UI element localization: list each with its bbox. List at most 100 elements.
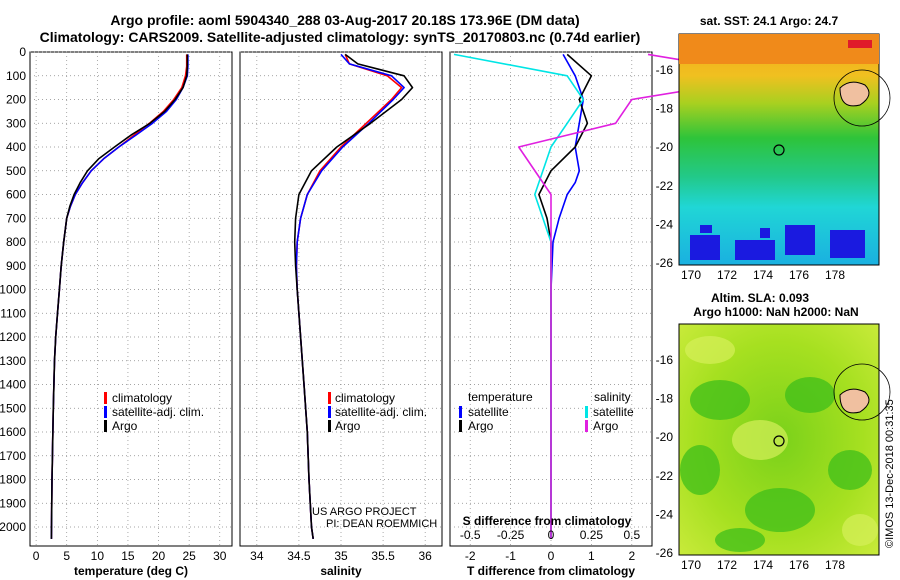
- x-tick-label: 15: [121, 549, 135, 563]
- x-tick-label: 0: [548, 549, 555, 563]
- y-tick-label: 1600: [0, 425, 26, 439]
- grid: [30, 51, 652, 546]
- profile-series: [50, 53, 779, 540]
- y-tick-label: 1000: [0, 283, 26, 297]
- y-tick-label: 200: [6, 93, 26, 107]
- legend-mark-argo: [328, 420, 331, 432]
- y-tick-label: 1500: [0, 401, 26, 415]
- y-tick-label: 800: [6, 235, 26, 249]
- pressure-axis: 0 100 200 300 400 500 600 700 800 900 1000 1100 1200…: [0, 45, 26, 534]
- legend-mark-satellite: [328, 406, 331, 418]
- s-tick-label: 0: [548, 528, 555, 542]
- map-x-tick-label: 178: [825, 558, 845, 572]
- y-tick-label: 100: [6, 69, 26, 83]
- coast-ring: [833, 363, 891, 421]
- x-tick-label: 30: [213, 549, 227, 563]
- legend-label-satellite: satellite-adj. clim.: [335, 405, 427, 419]
- legend-mark-climatology: [104, 392, 107, 404]
- x-tick-label: 35: [334, 549, 348, 563]
- x-tick-label: 34.5: [287, 549, 311, 563]
- legend-mark-climatology: [328, 392, 331, 404]
- map-y-tick-label: -18: [656, 392, 674, 406]
- sst-map-title: sat. SST: 24.1 Argo: 24.7: [700, 14, 839, 28]
- x-tick-label: -2: [465, 549, 476, 563]
- map-y-tick-label: -24: [656, 217, 674, 231]
- s-tick-label: 0.5: [623, 528, 640, 542]
- series-argo: [293, 53, 414, 540]
- legend-title-salinity: salinity: [594, 390, 631, 404]
- map-x-tick-label: 176: [789, 268, 809, 282]
- salinity-legend: climatology satellite-adj. clim. Argo US…: [312, 391, 437, 530]
- s-tick-label: -0.5: [460, 528, 481, 542]
- credit-text: ©IMOS 13-Dec-2018 00:31:35: [884, 399, 896, 548]
- series-salinity-satellite: [453, 53, 585, 539]
- map-y-tick-label: -26: [656, 546, 674, 560]
- temperature-xlabel: temperature (deg C): [74, 564, 188, 578]
- map-y-tick-label: -20: [656, 140, 674, 154]
- series-satellite-adj-clim-: [50, 54, 189, 539]
- temperature-legend: climatology satellite-adj. clim. Argo: [104, 391, 204, 433]
- y-tick-label: 0: [19, 45, 26, 59]
- project-annotation: US ARGO PROJECT: [312, 506, 417, 518]
- sst-cold-patches: [690, 225, 865, 260]
- x-tick-label: 1: [588, 549, 595, 563]
- coast-ring: [833, 69, 891, 127]
- map-y-tick-label: -22: [656, 469, 674, 483]
- y-tick-label: 900: [6, 259, 26, 273]
- x-tick-label: 2: [628, 549, 635, 563]
- map-y-tick-label: -24: [656, 507, 674, 521]
- x-tick-label: 35.5: [371, 549, 395, 563]
- island-shape: [839, 388, 870, 414]
- y-tick-label: 2000: [0, 520, 26, 534]
- x-tick-label: 5: [63, 549, 70, 563]
- argo-position-marker: [773, 435, 785, 447]
- map-x-tick-label: 170: [681, 558, 701, 572]
- sla-map-title: Altim. SLA: 0.093: [711, 291, 809, 305]
- legend-label-t-satellite: satellite: [468, 405, 509, 419]
- series-argo: [50, 54, 189, 539]
- legend-mark-satellite: [104, 406, 107, 418]
- y-tick-label: 1700: [0, 449, 26, 463]
- legend-label-satellite: satellite-adj. clim.: [112, 405, 204, 419]
- temperature-panel: [29, 51, 233, 547]
- pi-annotation: PI: DEAN ROEMMICH: [326, 518, 437, 530]
- y-tick-label: 1100: [0, 306, 26, 320]
- legend-mark-s-argo: [585, 420, 588, 432]
- y-tick-label: 1900: [0, 496, 26, 510]
- x-tick-label: 20: [152, 549, 166, 563]
- x-tick-label: 36: [418, 549, 432, 563]
- salinity-panel: [239, 51, 443, 547]
- map-y-tick-label: -16: [656, 63, 674, 77]
- map-y-tick-label: -26: [656, 256, 674, 270]
- sst-map: [678, 33, 891, 266]
- sst-hot-patch: [848, 40, 872, 48]
- sla-map: [678, 323, 891, 556]
- sla-high-patches: [685, 336, 878, 546]
- legend-mark-t-satellite: [459, 406, 462, 418]
- argo-position-marker: [773, 144, 785, 156]
- y-tick-label: 1800: [0, 473, 26, 487]
- legend-mark-t-argo: [459, 420, 462, 432]
- sst-ticks: 170 172 174 176 178 -16 -18 -20 -22 -24 -26: [656, 63, 846, 282]
- legend-label-argo: Argo: [112, 419, 138, 433]
- series-climatology: [295, 54, 403, 540]
- salinity-xlabel: salinity: [320, 564, 362, 578]
- map-x-tick-label: 174: [753, 268, 773, 282]
- sst-warm-patch: [679, 34, 879, 64]
- legend-label-climatology: climatology: [112, 391, 172, 405]
- figure-subtitle: Climatology: CARS2009. Satellite-adjuste…: [40, 29, 641, 45]
- y-tick-label: 700: [6, 211, 26, 225]
- series-satellite-adj-clim-: [295, 53, 405, 540]
- figure-title: Argo profile: aoml 5904340_288 03-Aug-20…: [110, 12, 579, 28]
- difference-xlabel-top: S difference from climatology: [463, 514, 632, 528]
- y-tick-label: 300: [6, 116, 26, 130]
- legend-mark-s-satellite: [585, 406, 588, 418]
- legend-title-temperature: temperature: [468, 390, 533, 404]
- y-tick-label: 1300: [0, 354, 26, 368]
- x-tick-label: 34: [250, 549, 264, 563]
- sla-map-subtitle: Argo h1000: NaN h2000: NaN: [693, 305, 858, 319]
- x-tick-label: -1: [505, 549, 516, 563]
- x-tick-label: 25: [182, 549, 196, 563]
- legend-label-t-argo: Argo: [468, 419, 494, 433]
